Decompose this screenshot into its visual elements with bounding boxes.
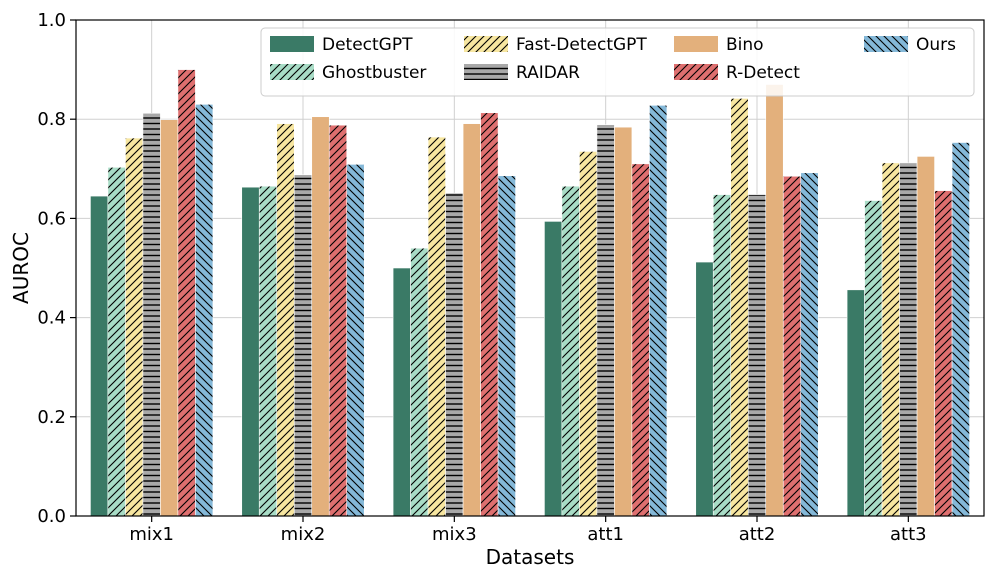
legend-swatch-detectgpt [270, 36, 314, 52]
bar-ours-att1 [649, 105, 668, 517]
y-tick-label: 1.0 [37, 10, 66, 31]
legend-swatch-raidar [464, 64, 508, 80]
bar-bino-att3 [916, 156, 935, 517]
bars [90, 69, 970, 517]
legend-box [260, 27, 975, 97]
bar-detectgpt-att3 [846, 289, 865, 517]
bar-fast-detectgpt-mix1 [125, 137, 144, 517]
legend-label-ghostbuster: Ghostbuster [322, 63, 426, 83]
bar-ours-mix3 [497, 175, 516, 517]
bar-detectgpt-att2 [695, 261, 714, 517]
bar-detectgpt-att1 [544, 221, 563, 517]
y-tick-label: 0.4 [37, 308, 66, 329]
bar-r-detect-att2 [782, 175, 802, 517]
x-tick-label-mix2: mix2 [281, 524, 326, 545]
y-tick-label: 0.2 [37, 407, 66, 428]
bar-raidar-mix3 [445, 192, 464, 517]
x-tick-label-att3: att3 [890, 524, 927, 545]
axes: 0.0 0.2 0.4 0.6 0.8 1.0 mix1 mix2 mix3 att1 att2 at… [37, 10, 985, 545]
plot-frame [75, 19, 985, 517]
legend-label-raidar: RAIDAR [516, 63, 580, 83]
y-tick-label: 0.6 [37, 208, 66, 229]
bar-fast-detectgpt-att2 [730, 98, 749, 517]
legend: DetectGPT Ghostbuster Fast-DetectGPT RAIDAR… [260, 27, 975, 97]
legend-swatch-r-detect [674, 64, 718, 80]
legend-swatch-bino [674, 36, 718, 52]
legend-label-ours: Ours [916, 35, 956, 55]
bar-r-detect-mix1 [177, 69, 196, 517]
bar-fast-detectgpt-att3 [881, 162, 900, 517]
bar-ghostbuster-att2 [712, 194, 732, 517]
y-axis-title: AUROC [9, 232, 33, 304]
bar-fast-detectgpt-mix3 [427, 136, 446, 517]
legend-label-bino: Bino [726, 35, 764, 55]
bar-raidar-mix2 [293, 174, 313, 517]
x-tick-label-mix3: mix3 [432, 524, 477, 545]
bar-r-detect-mix3 [480, 112, 499, 517]
y-tick-label: 0.8 [37, 109, 66, 130]
legend-swatch-fast-detectgpt [464, 36, 508, 52]
bar-detectgpt-mix1 [90, 195, 109, 517]
bar-r-detect-att1 [631, 163, 650, 517]
legend-label-detectgpt: DetectGPT [322, 35, 413, 55]
bar-detectgpt-mix3 [392, 267, 411, 517]
bar-bino-mix1 [160, 119, 179, 517]
bar-ghostbuster-att1 [561, 185, 580, 517]
bar-ghostbuster-mix3 [410, 247, 429, 517]
legend-label-fast-detectgpt: Fast-DetectGPT [516, 35, 647, 55]
bar-bino-att1 [614, 126, 633, 517]
bar-ghostbuster-mix2 [258, 185, 278, 517]
bar-ours-att2 [800, 172, 819, 517]
bar-ours-mix1 [195, 104, 214, 517]
bar-r-detect-mix2 [328, 124, 348, 517]
bar-bino-att2 [765, 84, 784, 517]
bar-ours-mix2 [346, 164, 365, 517]
bar-r-detect-att3 [934, 190, 953, 517]
bar-ghostbuster-att3 [864, 200, 883, 517]
bar-raidar-att2 [747, 194, 767, 517]
bar-raidar-mix1 [142, 112, 161, 517]
bar-raidar-att1 [596, 124, 615, 517]
y-tick-label: 0.0 [37, 506, 66, 527]
bar-bino-mix3 [462, 123, 481, 517]
x-tick-label-mix1: mix1 [129, 524, 174, 545]
legend-swatch-ghostbuster [270, 64, 314, 80]
bar-raidar-att3 [899, 162, 918, 517]
bar-ghostbuster-mix1 [107, 167, 126, 517]
x-tick-label-att2: att2 [739, 524, 776, 545]
bar-detectgpt-mix2 [241, 186, 260, 517]
x-axis-title: Datasets [486, 545, 575, 569]
legend-swatch-ours [864, 36, 908, 52]
x-tick-label-att1: att1 [587, 524, 624, 545]
bar-fast-detectgpt-mix2 [276, 123, 295, 517]
legend-label-r-detect: R-Detect [726, 63, 800, 83]
bar-ours-att3 [951, 142, 970, 517]
bar-bino-mix2 [311, 116, 330, 517]
bar-fast-detectgpt-att1 [579, 151, 598, 517]
